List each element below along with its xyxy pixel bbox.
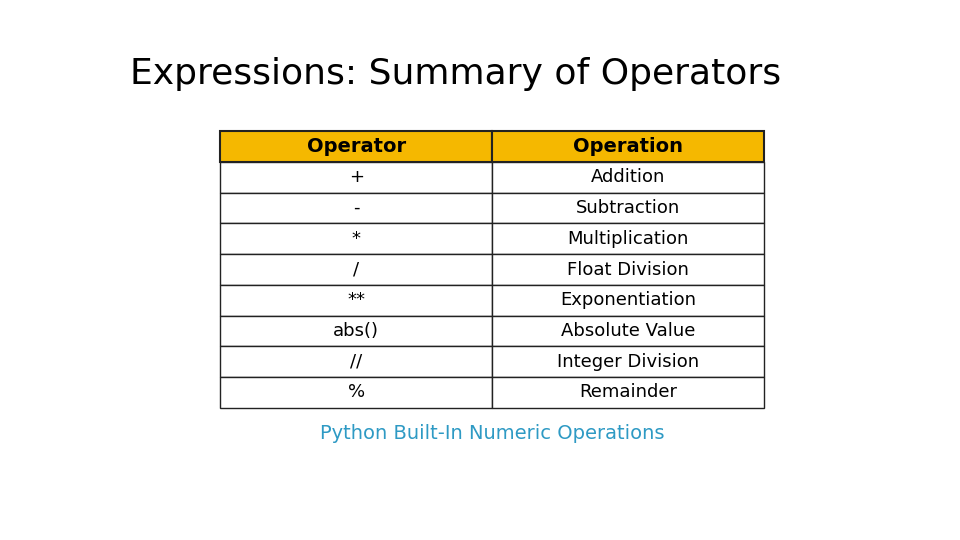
Text: Expressions: Summary of Operators: Expressions: Summary of Operators bbox=[130, 57, 780, 91]
Text: Subtraction: Subtraction bbox=[576, 199, 680, 217]
Bar bbox=[221, 224, 492, 254]
Text: *: * bbox=[351, 230, 361, 248]
Text: Multiplication: Multiplication bbox=[567, 230, 688, 248]
Text: **: ** bbox=[348, 291, 365, 309]
Text: Remainder: Remainder bbox=[579, 383, 677, 401]
Bar bbox=[221, 193, 492, 224]
Text: /: / bbox=[353, 261, 359, 279]
Bar bbox=[221, 316, 492, 346]
Text: Operator: Operator bbox=[306, 137, 406, 156]
Bar bbox=[492, 316, 763, 346]
Text: Float Division: Float Division bbox=[566, 261, 688, 279]
Bar bbox=[492, 346, 763, 377]
Bar bbox=[492, 193, 763, 224]
Text: +: + bbox=[348, 168, 364, 186]
Text: Addition: Addition bbox=[590, 168, 665, 186]
Text: %: % bbox=[348, 383, 365, 401]
Bar bbox=[221, 285, 492, 316]
Bar bbox=[221, 346, 492, 377]
Bar bbox=[221, 377, 492, 408]
Bar bbox=[492, 254, 763, 285]
Bar bbox=[492, 285, 763, 316]
Bar bbox=[492, 377, 763, 408]
Bar bbox=[221, 131, 492, 162]
Bar bbox=[221, 254, 492, 285]
Text: Absolute Value: Absolute Value bbox=[561, 322, 695, 340]
Text: //: // bbox=[350, 353, 362, 371]
Bar bbox=[492, 162, 763, 193]
Bar bbox=[492, 224, 763, 254]
Text: Exponentiation: Exponentiation bbox=[560, 291, 696, 309]
Text: abs(): abs() bbox=[333, 322, 379, 340]
Bar bbox=[492, 131, 763, 162]
Text: -: - bbox=[353, 199, 359, 217]
Bar bbox=[221, 162, 492, 193]
Text: Integer Division: Integer Division bbox=[557, 353, 699, 371]
Text: Operation: Operation bbox=[573, 137, 683, 156]
Text: Python Built-In Numeric Operations: Python Built-In Numeric Operations bbox=[320, 424, 664, 443]
